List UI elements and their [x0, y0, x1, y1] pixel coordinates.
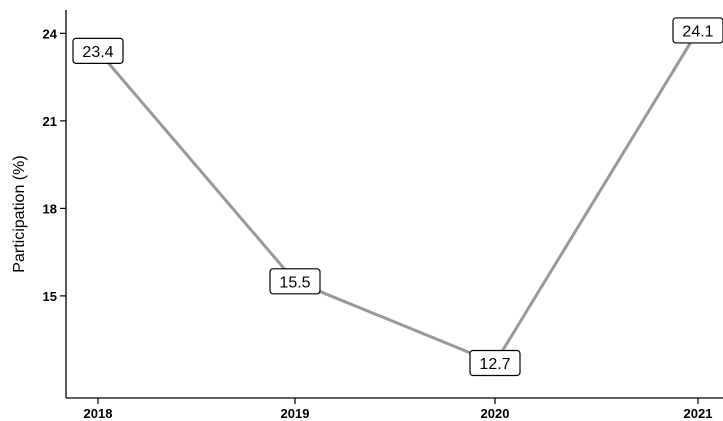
- x-tick-label: 2020: [481, 406, 510, 421]
- chart-axes: [65, 10, 723, 399]
- data-label-box: [72, 37, 124, 64]
- data-label-text: 12.7: [479, 356, 510, 373]
- data-label: 15.5: [269, 268, 321, 295]
- x-tick-label: 2021: [684, 406, 713, 421]
- data-label-text: 24.1: [682, 23, 713, 40]
- data-label: 23.4: [72, 37, 124, 64]
- data-label: 24.1: [672, 17, 723, 44]
- x-ticks: 2018 2019 2020 2021: [84, 398, 713, 421]
- data-labels-layer: 23.4 15.5 12.7 24.1: [72, 17, 723, 377]
- data-label-box: [672, 17, 723, 44]
- x-tick-label: 2018: [84, 406, 113, 421]
- data-label-text: 15.5: [279, 274, 310, 291]
- series-line: [96, 28, 700, 365]
- y-tick-label: 18: [43, 201, 57, 216]
- data-label-text: 23.4: [82, 44, 113, 61]
- y-tick-label: 15: [43, 289, 57, 304]
- y-axis-title: Participation (%): [11, 155, 28, 272]
- series-layer: [96, 28, 700, 365]
- data-label-box: [269, 268, 321, 295]
- x-tick-label: 2019: [281, 406, 310, 421]
- y-tick-label: 24: [43, 26, 58, 41]
- data-label-box: [469, 349, 521, 377]
- y-tick-label: 21: [43, 114, 57, 129]
- data-label: 12.7: [469, 349, 521, 377]
- y-ticks: 15 18 21 24: [43, 26, 66, 304]
